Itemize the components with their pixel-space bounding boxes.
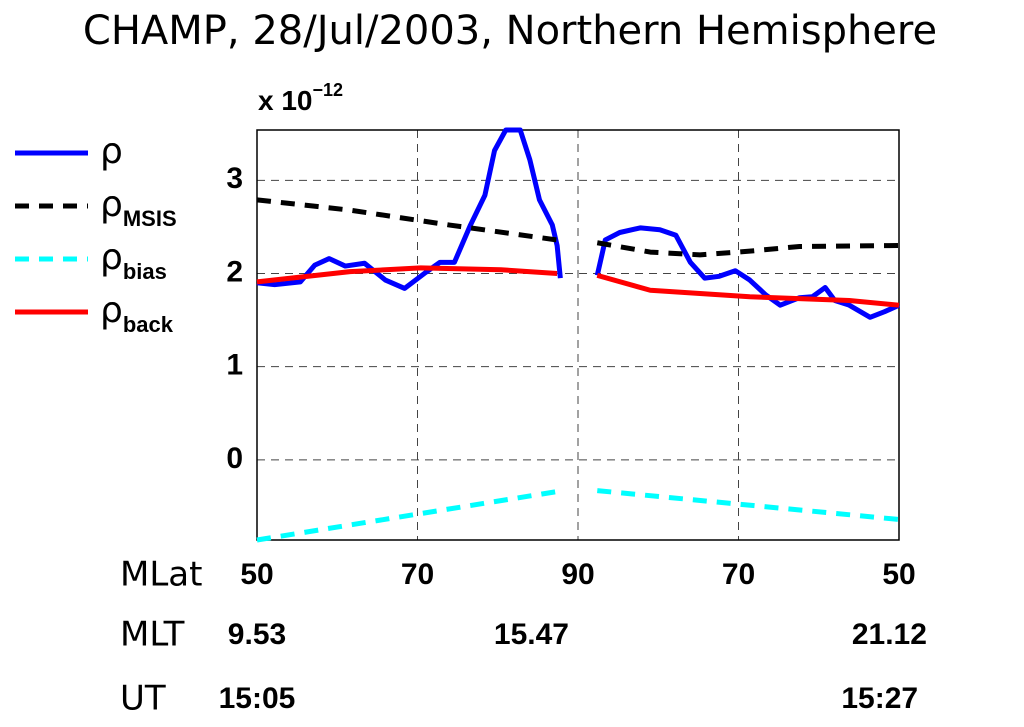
row-tick-label: 9.53 xyxy=(228,618,286,651)
legend-label: ρMSIS xyxy=(100,184,177,231)
legend-name: ρ xyxy=(100,290,123,331)
plot-frame xyxy=(256,129,900,541)
series-line xyxy=(256,197,900,258)
multiplier: x 10−12 xyxy=(258,80,343,117)
legend-label: ρ xyxy=(100,131,123,172)
series-line xyxy=(256,488,900,543)
legend-name: ρ xyxy=(100,131,123,172)
row-label: UT xyxy=(120,679,166,719)
legend-sub: back xyxy=(123,312,174,337)
x-tick-label: 50 xyxy=(240,558,273,591)
y-tick-label: 0 xyxy=(226,442,243,475)
y-tick-label: 2 xyxy=(226,255,243,288)
legend-label: ρback xyxy=(100,290,174,337)
y-tick-label: 3 xyxy=(226,162,243,195)
chart-title: CHAMP, 28/Jul/2003, Northern Hemisphere xyxy=(83,8,937,54)
y-tick-label: 1 xyxy=(226,349,243,382)
legend-label: ρbias xyxy=(100,237,167,284)
x-tick-label: 70 xyxy=(401,558,434,591)
series-line xyxy=(256,127,901,320)
row-tick-label: 21.12 xyxy=(852,618,927,651)
multiplier-base: x 10 xyxy=(258,85,313,116)
row-tick-label: 15.47 xyxy=(494,618,569,651)
multiplier-exponent: −12 xyxy=(313,80,344,100)
series-line xyxy=(256,265,900,308)
x-tick-label: 50 xyxy=(882,558,915,591)
legend-sub: MSIS xyxy=(123,206,177,231)
legend-name: ρ xyxy=(100,184,123,225)
x-tick-label: 70 xyxy=(722,558,755,591)
legend-sub: bias xyxy=(123,259,167,284)
row-tick-label: 15:05 xyxy=(219,682,296,715)
row-label: MLat xyxy=(120,555,202,595)
row-label: MLT xyxy=(120,615,185,655)
legend-name: ρ xyxy=(100,237,123,278)
row-tick-label: 15:27 xyxy=(841,682,918,715)
x-tick-label: 90 xyxy=(561,558,594,591)
